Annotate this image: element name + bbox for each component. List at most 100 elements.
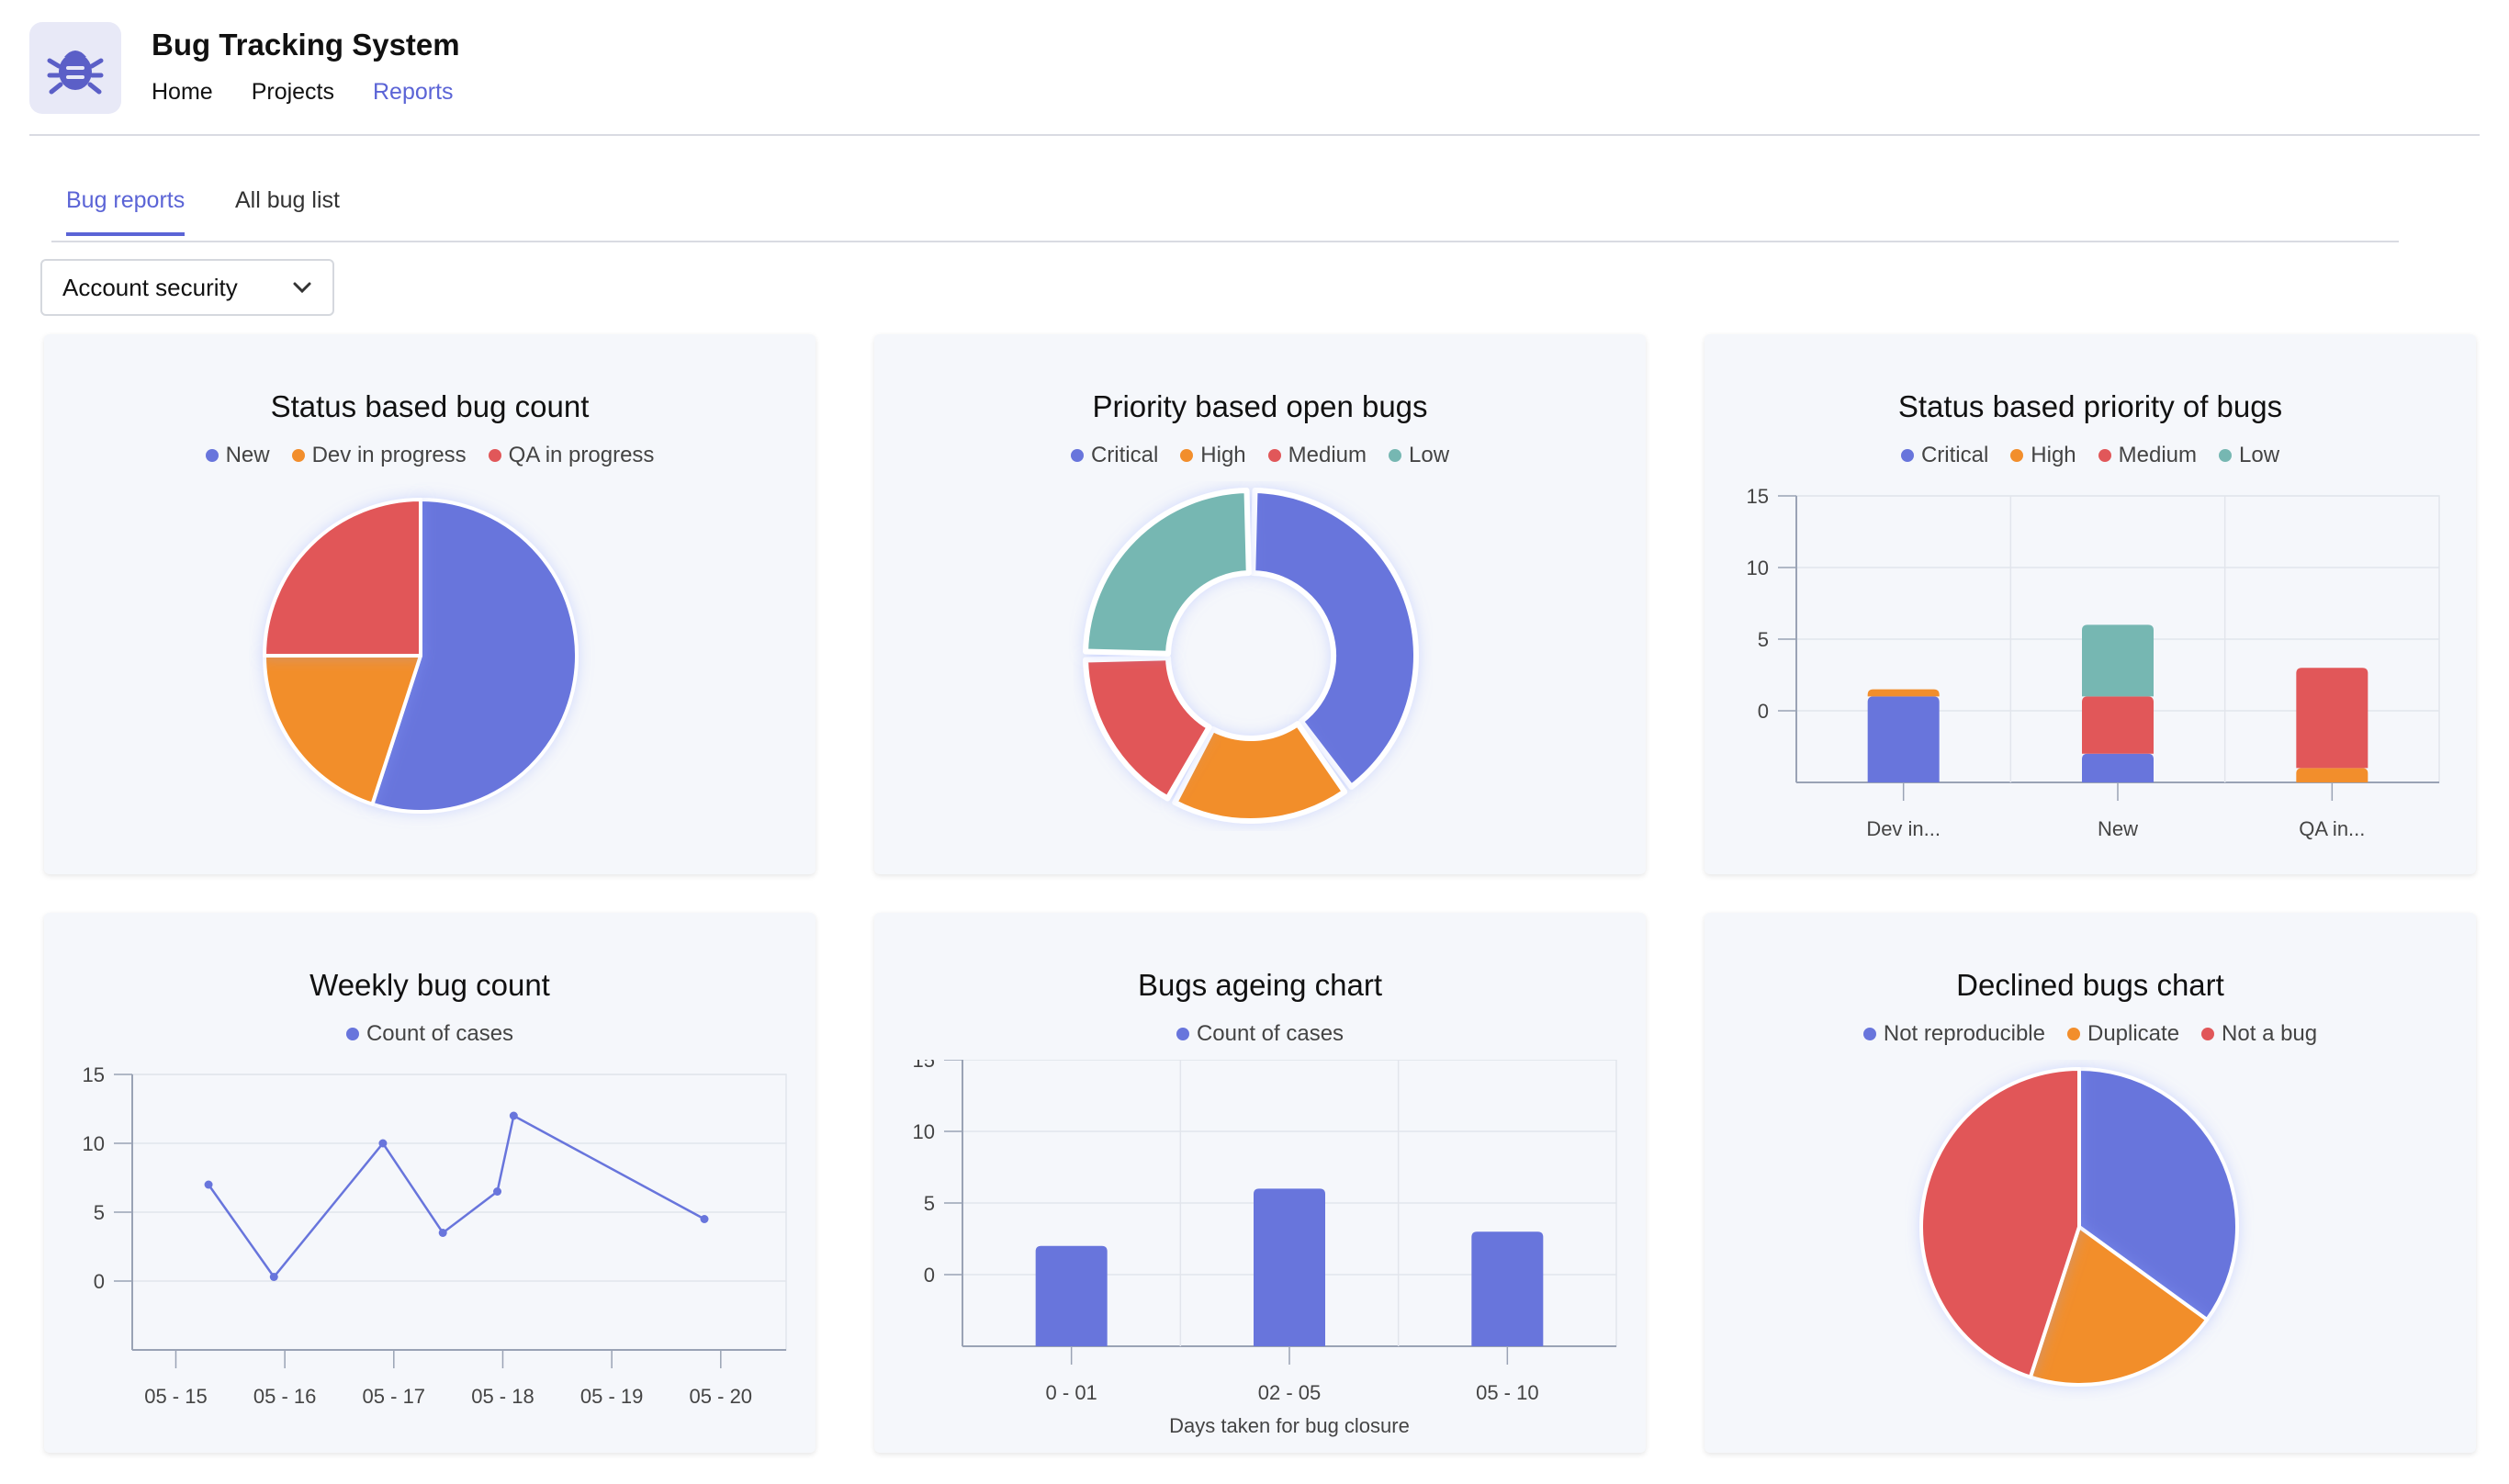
card-title: Priority based open bugs xyxy=(1092,389,1428,423)
legend-item[interactable]: Count of cases xyxy=(345,1021,513,1047)
bar xyxy=(1035,1245,1108,1346)
x-tick-label: 05 - 20 xyxy=(690,1385,753,1408)
legend-dot xyxy=(1389,449,1402,462)
chart-legend: Count of cases xyxy=(874,1021,1646,1047)
main-nav: Home Projects Reports xyxy=(152,79,492,106)
x-tick-label: QA in... xyxy=(2299,817,2365,840)
legend-dot xyxy=(1900,449,1914,462)
chart-legend: Critical High Medium Low xyxy=(874,443,1646,468)
series-line xyxy=(208,1114,705,1279)
legend-item[interactable]: Medium xyxy=(1267,443,1367,468)
chevron-down-icon xyxy=(293,282,311,294)
data-point xyxy=(493,1187,502,1196)
donut-chart xyxy=(1083,488,1419,824)
legend-item[interactable]: Low xyxy=(1389,443,1449,468)
legend-item[interactable]: Critical xyxy=(1900,443,1988,468)
x-tick-label: 02 - 05 xyxy=(1258,1381,1322,1404)
legend-dot xyxy=(2201,1028,2215,1040)
pie-slice xyxy=(263,498,422,658)
legend-item[interactable]: Dev in progress xyxy=(291,443,467,468)
legend-dot xyxy=(488,449,501,462)
legend-label: Not reproducible xyxy=(1883,1021,2045,1046)
legend-item[interactable]: Not a bug xyxy=(2201,1021,2317,1047)
legend-dot xyxy=(1862,1028,1876,1040)
pie-slice xyxy=(1083,655,1212,802)
legend-label: Low xyxy=(2239,443,2280,467)
card-declined-bugs: Declined bugs chart Not reproducible Dup… xyxy=(1705,913,2476,1453)
card-title: Status based bug count xyxy=(270,389,590,423)
project-select-value: Account security xyxy=(62,273,238,301)
card-priority-open-bugs: Priority based open bugs Critical High M… xyxy=(874,334,1646,874)
bug-icon xyxy=(47,51,104,95)
card-title: Weekly bug count xyxy=(309,968,550,1002)
nav-reports[interactable]: Reports xyxy=(373,79,454,105)
legend-item[interactable]: High xyxy=(1180,443,1246,468)
pie-slice xyxy=(370,498,579,814)
card-weekly-bug-count: Weekly bug count Count of cases 0 5 10 15 05… xyxy=(44,913,816,1453)
legend-item[interactable]: New xyxy=(205,443,270,468)
legend-label: High xyxy=(1200,443,1246,467)
legend-label: Duplicate xyxy=(2087,1021,2180,1046)
y-tick-label: 5 xyxy=(94,1201,105,1224)
y-tick-label: 0 xyxy=(924,1264,935,1287)
tab-bug-reports[interactable]: Bug reports xyxy=(66,187,186,236)
legend-label: Count of cases xyxy=(1196,1021,1345,1046)
legend-dot xyxy=(2066,1028,2080,1040)
stacked-bar-chart: 0 5 10 15 Dev in... New QA in... xyxy=(1747,485,2440,840)
data-point xyxy=(700,1215,709,1223)
legend-item[interactable]: QA in progress xyxy=(488,443,655,468)
x-tick-label: 05 - 19 xyxy=(580,1385,644,1408)
legend-item[interactable]: Medium xyxy=(2098,443,2197,468)
legend-dot xyxy=(205,449,219,462)
legend-item[interactable]: Duplicate xyxy=(2066,1021,2180,1047)
project-select[interactable]: Account security xyxy=(40,259,334,316)
x-tick-label: New xyxy=(2098,817,2138,840)
pie-slice xyxy=(263,654,422,806)
x-tick-label: 05 - 10 xyxy=(1476,1381,1539,1404)
y-tick-label: 0 xyxy=(1758,700,1769,723)
app-title: Bug Tracking System xyxy=(152,28,460,62)
pie-slice xyxy=(1250,488,1419,790)
chart-legend: Not reproducible Duplicate Not a bug xyxy=(1705,1021,2476,1047)
legend-label: QA in progress xyxy=(508,443,655,467)
legend-dot xyxy=(345,1028,359,1040)
nav-projects[interactable]: Projects xyxy=(251,79,334,105)
bar-chart: 0 5 10 15 0 - 01 02 - 05 05 - 10 Days taken for… xyxy=(913,1060,1617,1437)
y-tick-label: 5 xyxy=(1758,628,1769,651)
legend-label: Medium xyxy=(1288,443,1367,467)
bar xyxy=(1254,1188,1325,1346)
legend-dot xyxy=(1070,449,1084,462)
legend-label: Low xyxy=(1409,443,1450,467)
legend-item[interactable]: Count of cases xyxy=(1176,1021,1344,1047)
header-divider xyxy=(29,134,2480,136)
y-tick-label: 10 xyxy=(1747,556,1769,579)
y-tick-label: 0 xyxy=(94,1270,105,1293)
card-title: Bugs ageing chart xyxy=(1137,968,1382,1002)
tab-all-bug-list[interactable]: All bug list xyxy=(235,187,340,213)
x-tick-label: 05 - 17 xyxy=(363,1385,426,1408)
app-header: Bug Tracking System Home Projects Report… xyxy=(0,0,2509,136)
legend-label: Dev in progress xyxy=(311,443,467,467)
legend-item[interactable]: Low xyxy=(2219,443,2279,468)
legend-dot xyxy=(2098,449,2111,462)
legend-label: Medium xyxy=(2118,443,2198,467)
data-point xyxy=(378,1139,388,1148)
legend-label: Critical xyxy=(1090,443,1159,467)
pie-slice xyxy=(1919,1067,2081,1379)
legend-item[interactable]: Not reproducible xyxy=(1862,1021,2045,1047)
bar xyxy=(1471,1231,1544,1346)
card-status-priority-bugs: Status based priority of bugs Critical H… xyxy=(1705,334,2476,874)
legend-dot xyxy=(1180,449,1194,462)
nav-home[interactable]: Home xyxy=(152,79,213,105)
bar xyxy=(1867,689,1940,697)
line-chart: 0 5 10 15 05 - 15 05 - 16 05 - 17 05 - 18 05 - 1… xyxy=(83,1063,787,1408)
bar xyxy=(2082,624,2154,697)
data-point xyxy=(269,1273,278,1281)
legend-item[interactable]: High xyxy=(2010,443,2076,468)
legend-label: New xyxy=(225,443,270,467)
bar xyxy=(2082,696,2154,754)
card-title: Declined bugs chart xyxy=(1956,968,2224,1002)
chart-legend: Critical High Medium Low xyxy=(1705,443,2476,468)
pie-slice xyxy=(2077,1067,2239,1322)
legend-item[interactable]: Critical xyxy=(1070,443,1159,468)
